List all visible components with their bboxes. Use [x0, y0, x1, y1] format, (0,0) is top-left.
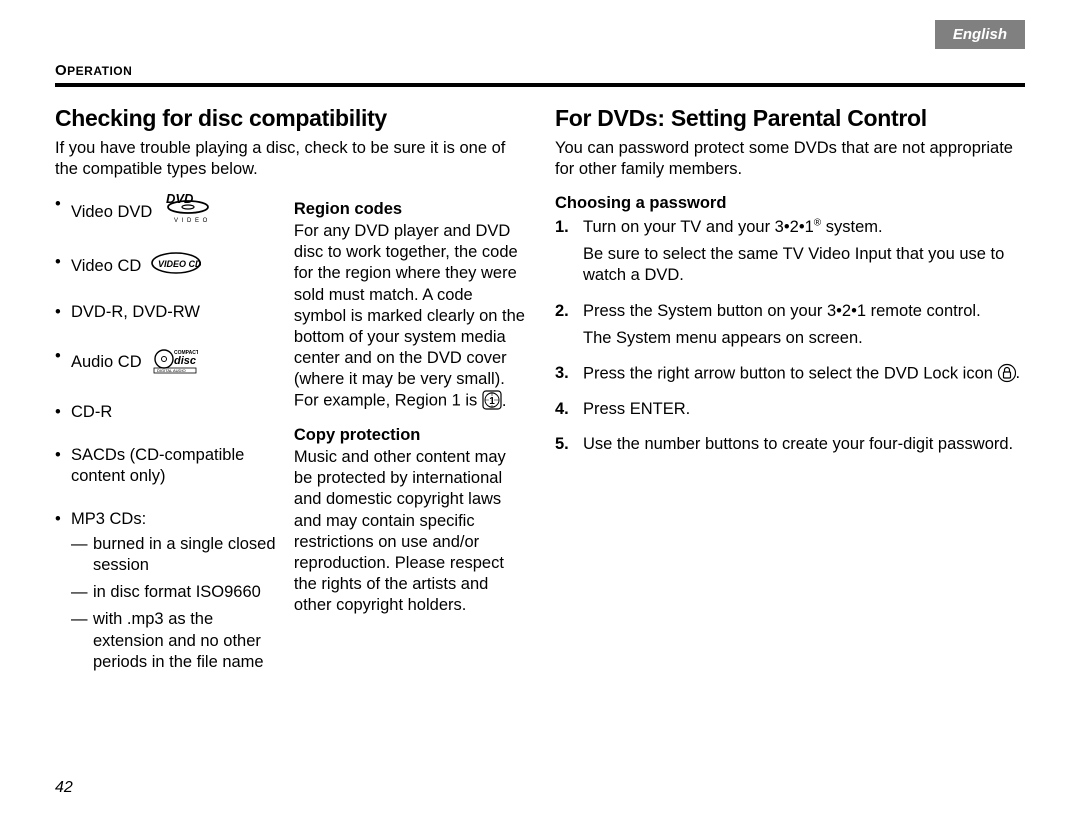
disc-sacd: SACDs (CD-compatible content only): [71, 446, 244, 485]
step-4: 4. Press ENTER.: [555, 399, 1025, 420]
step-3: 3. Press the right arrow button to selec…: [555, 363, 1025, 385]
step-4-text: Press ENTER.: [583, 400, 690, 418]
compact-disc-logo-icon: COMPACT disc DIGITAL AUDIO: [152, 346, 198, 380]
disc-cd-r: CD-R: [71, 403, 112, 421]
dvd-video-logo-icon: DVD V I D E O: [162, 194, 214, 230]
left-intro: If you have trouble playing a disc, chec…: [55, 138, 525, 180]
svg-text:V I D E O: V I D E O: [174, 218, 208, 224]
right-column: For DVDs: Setting Parental Control You c…: [555, 105, 1025, 695]
step-1-text-b: system.: [821, 218, 882, 236]
mp3-sub-c: with .mp3 as the extension and no other …: [71, 609, 276, 672]
region-codes-body-b: .: [502, 392, 507, 410]
step-1-text-a: Turn on your TV and your 3•2•1: [583, 218, 814, 236]
page-number: 42: [55, 779, 73, 797]
disc-dvd-r-rw: DVD-R, DVD-RW: [71, 303, 200, 321]
disc-list-column: Video DVD DVD V I D E O: [55, 194, 276, 695]
info-column: Region codes For any DVD player and DVD …: [294, 194, 525, 695]
step-3-number: 3.: [555, 363, 569, 384]
region-codes-heading: Region codes: [294, 200, 525, 219]
mp3-sub-b: in disc format ISO9660: [71, 582, 276, 603]
step-1-number: 1.: [555, 217, 569, 238]
language-tab: English: [935, 20, 1025, 49]
step-2-follow: The System menu appears on screen.: [583, 328, 1025, 349]
svg-text:DVD: DVD: [166, 194, 194, 206]
svg-text:disc: disc: [174, 355, 196, 367]
step-4-number: 4.: [555, 399, 569, 420]
region-codes-body-a: For any DVD player and DVD disc to work …: [294, 222, 525, 409]
svg-text:VIDEO CD: VIDEO CD: [158, 259, 201, 269]
step-5: 5. Use the number buttons to create your…: [555, 434, 1025, 455]
step-5-number: 5.: [555, 434, 569, 455]
divider-rule: [55, 83, 1025, 87]
step-3-text-a: Press the right arrow button to select t…: [583, 364, 998, 382]
disc-audio-cd: Audio CD: [71, 352, 142, 373]
region-1-icon: 1: [482, 390, 502, 412]
left-column: Checking for disc compatibility If you h…: [55, 105, 525, 695]
right-intro: You can password protect some DVDs that …: [555, 138, 1025, 180]
svg-text:1: 1: [489, 396, 495, 407]
region-codes-body: For any DVD player and DVD disc to work …: [294, 221, 525, 412]
step-2-text: Press the System button on your 3•2•1 re…: [583, 302, 981, 320]
disc-mp3-label: MP3 CDs:: [71, 510, 146, 528]
lock-icon: [998, 363, 1016, 385]
step-2-number: 2.: [555, 301, 569, 322]
mp3-sub-a: burned in a single closed session: [71, 534, 276, 576]
copy-protection-heading: Copy protection: [294, 426, 525, 445]
copy-protection-body: Music and other content may be protected…: [294, 447, 525, 616]
right-heading: For DVDs: Setting Parental Control: [555, 105, 1025, 132]
step-2: 2. Press the System button on your 3•2•1…: [555, 301, 1025, 349]
step-1-follow: Be sure to select the same TV Video Inpu…: [583, 244, 1025, 286]
step-1: 1. Turn on your TV and your 3•2•1® syste…: [555, 217, 1025, 286]
disc-video-cd: Video CD: [71, 256, 141, 277]
svg-text:DIGITAL AUDIO: DIGITAL AUDIO: [157, 368, 186, 373]
step-3-text-b: .: [1016, 364, 1021, 382]
left-heading: Checking for disc compatibility: [55, 105, 525, 132]
disc-video-dvd: Video DVD: [71, 202, 152, 223]
choosing-password-heading: Choosing a password: [555, 194, 1025, 213]
section-label: OPERATION: [55, 62, 1025, 79]
step-5-text: Use the number buttons to create your fo…: [583, 435, 1013, 453]
video-cd-logo-icon: VIDEO CD: [151, 252, 201, 280]
